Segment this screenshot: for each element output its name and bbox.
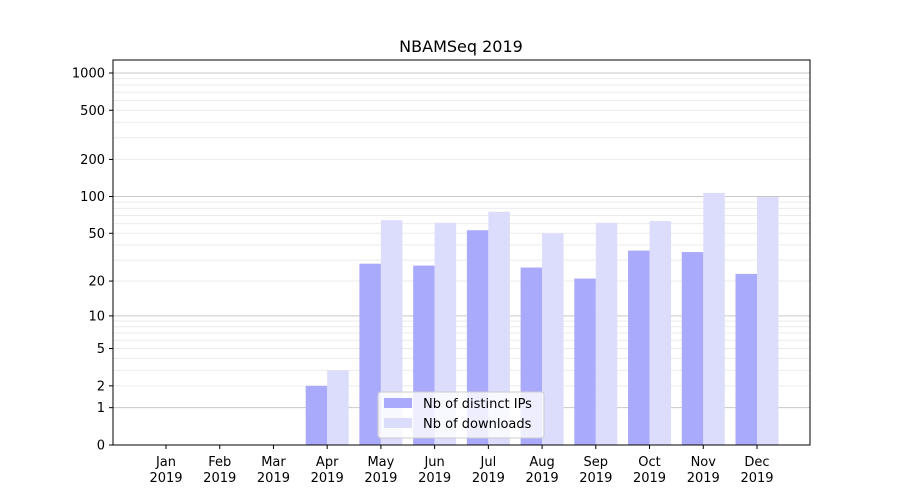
bar-distinct-ips — [735, 273, 757, 445]
bar-downloads — [327, 370, 349, 445]
x-tick-label: Nov — [691, 455, 717, 470]
x-tick-label: 2019 — [526, 471, 559, 486]
x-tick-label: Mar — [261, 455, 286, 470]
y-tick-label: 10 — [88, 309, 105, 324]
legend-label: Nb of distinct IPs — [423, 397, 532, 412]
x-tick-label: Aug — [529, 455, 554, 470]
y-tick-label: 2 — [97, 379, 105, 394]
x-tick-label: May — [367, 455, 394, 470]
bar-downloads — [434, 222, 457, 445]
bar-distinct-ips — [628, 250, 650, 445]
bar-downloads — [542, 233, 564, 445]
legend-box — [377, 391, 545, 439]
bar-downloads — [757, 197, 779, 445]
x-tick-label: 2019 — [687, 471, 720, 486]
x-tick-label: 2019 — [311, 471, 344, 486]
bar-downloads — [380, 220, 403, 445]
bar-downloads — [488, 211, 510, 445]
x-tick-label: 2019 — [472, 471, 505, 486]
y-tick-label: 50 — [88, 227, 105, 242]
legend-swatch — [384, 418, 412, 428]
legend-label: Nb of downloads — [423, 417, 532, 432]
bar-distinct-ips — [305, 385, 328, 445]
bar-downloads — [595, 222, 618, 445]
x-tick-label: Sep — [584, 455, 609, 470]
y-tick-label: 1 — [97, 401, 105, 416]
bar-distinct-ips — [466, 230, 489, 445]
x-tick-label: Apr — [316, 455, 339, 470]
y-tick-label: 200 — [80, 153, 105, 168]
bar-distinct-ips — [574, 278, 596, 445]
plot-frame — [112, 59, 811, 446]
x-tick-label: Feb — [208, 455, 231, 470]
legend: Nb of distinct IPs Nb of downloads — [377, 391, 545, 439]
x-tick-label: 2019 — [149, 471, 182, 486]
x-tick-label: 2019 — [203, 471, 236, 486]
x-tick-label: 2019 — [633, 471, 666, 486]
x-tick-label: Dec — [744, 455, 769, 470]
legend-swatch — [384, 398, 412, 408]
x-tick-label: Jul — [480, 455, 497, 470]
y-tick-label: 100 — [80, 190, 105, 205]
bar-distinct-ips — [359, 263, 381, 445]
y-tick-label: 1000 — [72, 66, 105, 81]
x-tick-label: 2019 — [418, 471, 451, 486]
y-tick-label: 500 — [80, 104, 105, 119]
x-tick-label: 2019 — [579, 471, 612, 486]
y-tick-label: 0 — [97, 439, 105, 454]
x-tick-label: 2019 — [364, 471, 397, 486]
y-tick-label: 5 — [97, 342, 105, 357]
x-tick-label: Oct — [638, 455, 660, 470]
bar-downloads — [649, 221, 672, 445]
x-tick-label: Jan — [155, 455, 176, 470]
y-tick-label: 20 — [88, 275, 105, 290]
x-tick-label: Jun — [423, 455, 444, 470]
bar-downloads — [703, 192, 725, 445]
x-tick-label: 2019 — [740, 471, 773, 486]
x-tick-label: 2019 — [257, 471, 290, 486]
bar-distinct-ips — [681, 252, 704, 445]
chart-title: NBAMSeq 2019 — [399, 37, 523, 56]
